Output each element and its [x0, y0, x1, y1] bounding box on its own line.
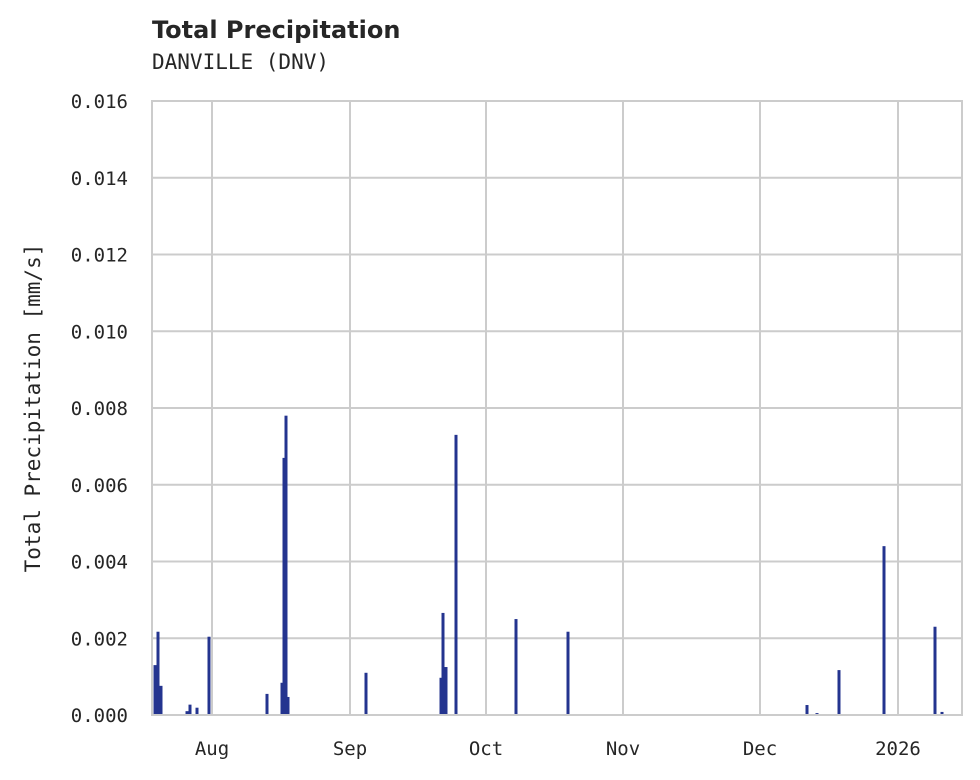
precip-bar	[364, 672, 368, 715]
precip-bar	[207, 636, 211, 715]
precip-bar	[514, 619, 518, 715]
precip-bar	[805, 705, 809, 715]
x-tick-label: Sep	[333, 738, 367, 760]
precip-bar	[286, 696, 290, 715]
precip-bar	[282, 457, 286, 715]
precip-bar	[265, 693, 269, 715]
precip-bar	[454, 434, 458, 715]
y-tick-label: 0.010	[71, 321, 128, 343]
grid-lines	[152, 100, 962, 716]
x-tick-label: 2026	[875, 738, 921, 760]
precip-bar	[159, 685, 163, 715]
y-tick-label: 0.016	[71, 91, 128, 113]
x-tick-label: Dec	[743, 738, 777, 760]
precip-bar	[439, 677, 443, 715]
precip-bar	[153, 665, 157, 715]
precip-bar	[185, 711, 189, 715]
precip-bar	[882, 546, 886, 715]
y-axis-label: Total Precipitation [mm/s]	[21, 244, 45, 573]
y-tick-label: 0.004	[71, 552, 128, 574]
precip-bar	[566, 631, 570, 715]
x-tick-label: Nov	[606, 738, 640, 760]
precip-bar	[284, 415, 288, 715]
bar-series	[153, 415, 944, 715]
y-tick-label: 0.002	[71, 628, 128, 650]
precip-bar	[444, 667, 448, 715]
precip-bar	[441, 612, 445, 715]
precip-bar	[933, 626, 937, 715]
plot-frame	[151, 100, 963, 716]
precip-bar	[156, 631, 160, 715]
precip-bar	[188, 704, 192, 715]
y-axis-ticks: 0.000 0.002 0.004 0.006 0.008 0.010 0.012 0.014…	[71, 91, 128, 727]
chart-title: Total Precipitation	[152, 16, 401, 44]
x-tick-label: Oct	[469, 738, 503, 760]
x-axis-ticks: Aug Sep Oct Nov Dec 2026	[195, 738, 921, 760]
chart-subtitle: DANVILLE (DNV)	[152, 50, 330, 74]
y-tick-label: 0.008	[71, 398, 128, 420]
y-tick-label: 0.014	[71, 168, 128, 190]
y-tick-label: 0.012	[71, 245, 128, 267]
y-tick-label: 0.006	[71, 475, 128, 497]
precip-bar	[837, 670, 841, 715]
x-tick-label: Aug	[195, 738, 229, 760]
precip-bar	[280, 682, 284, 715]
y-tick-label: 0.000	[71, 705, 128, 727]
precip-bar	[940, 711, 944, 715]
precip-bar	[195, 707, 199, 715]
